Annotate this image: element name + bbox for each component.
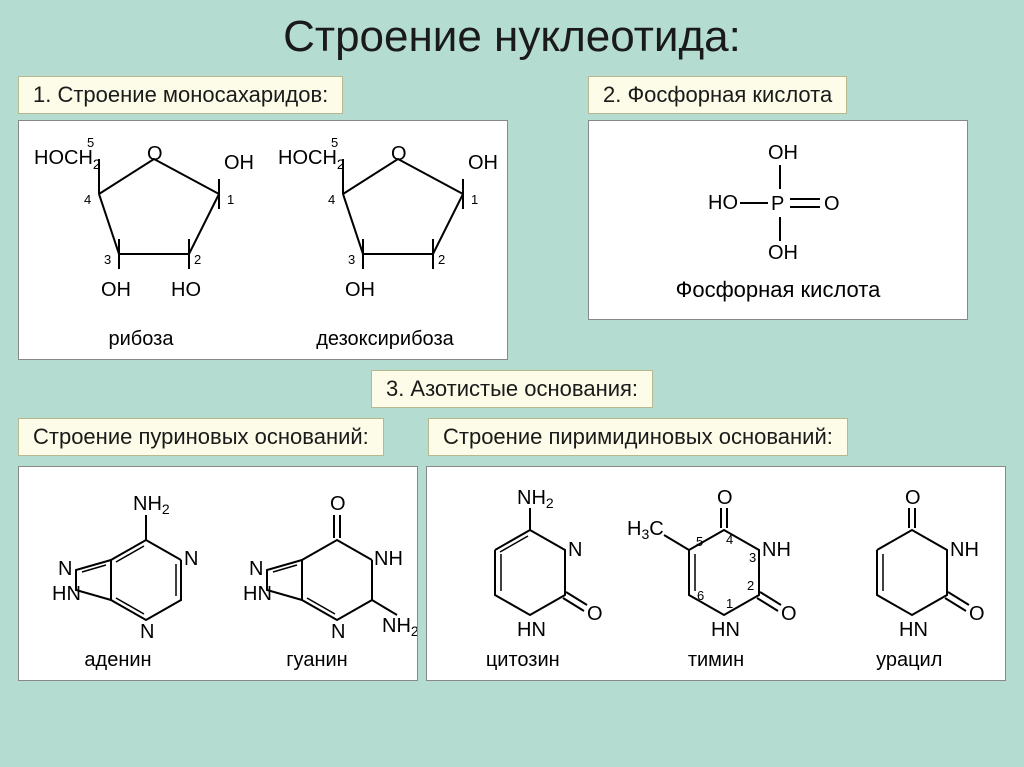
section2-heading: 2. Фосфорная кислота (588, 76, 847, 114)
ribose-name: рибоза (109, 328, 174, 351)
ribose-c5-num: 5 (87, 135, 94, 150)
row-top: 1. Строение моносахаридов: HOCH2 5 O OH … (18, 76, 1006, 360)
svg-text:N: N (140, 621, 154, 643)
svg-text:N: N (331, 621, 345, 643)
svg-text:NH: NH (762, 539, 791, 561)
svg-text:1: 1 (726, 596, 733, 611)
svg-text:NH2: NH2 (133, 493, 170, 517)
section3-heading: 3. Азотистые основания: (371, 370, 653, 408)
svg-text:3: 3 (104, 252, 111, 267)
svg-text:5: 5 (331, 135, 338, 150)
cytosine-name: цитозин (486, 649, 560, 672)
ribose-c1-oh: OH (224, 152, 254, 174)
sugars-panel: HOCH2 5 O OH 1 4 3 2 (18, 120, 508, 360)
svg-text:HN: HN (899, 619, 928, 641)
uracil-molecule: O NH O HN урацил (814, 467, 1006, 680)
svg-text:H3C: H3C (627, 518, 664, 542)
purine-heading: Строение пуриновых оснований: (18, 418, 384, 456)
svg-text:2: 2 (194, 252, 201, 267)
svg-text:NH: NH (374, 548, 403, 570)
svg-text:O: O (391, 143, 407, 165)
svg-text:3: 3 (749, 550, 756, 565)
thymine-molecule: H3C O NH O HN 5 4 3 6 1 2 (619, 467, 814, 680)
svg-text:5: 5 (696, 534, 703, 549)
svg-text:O: O (717, 487, 733, 509)
svg-text:N: N (568, 539, 582, 561)
svg-text:O: O (330, 493, 346, 515)
svg-text:6: 6 (697, 588, 704, 603)
svg-text:2: 2 (747, 578, 754, 593)
phosphoric-panel: OH HO P O OH Фосфорная кислота (588, 120, 968, 320)
svg-text:4: 4 (84, 192, 91, 207)
svg-text:NH2: NH2 (382, 615, 417, 639)
ribose-molecule: HOCH2 5 O OH 1 4 3 2 (19, 121, 263, 359)
thymine-name: тимин (688, 649, 744, 672)
adenine-molecule: NH2 N N N HN аденин (19, 467, 217, 680)
svg-text:OH: OH (468, 152, 498, 174)
svg-text:O: O (587, 603, 603, 625)
ribose-c2-oh: HO (171, 279, 201, 301)
svg-text:NH2: NH2 (517, 487, 554, 511)
cytosine-molecule: NH2 N O HN цитозин (427, 467, 619, 680)
svg-text:HOCH2: HOCH2 (278, 147, 345, 172)
svg-text:HN: HN (711, 619, 740, 641)
ribose-hoch2: HOCH2 (34, 147, 101, 172)
svg-text:1: 1 (471, 192, 478, 207)
purine-panel: NH2 N N N HN аденин O NH (18, 466, 418, 681)
svg-text:1: 1 (227, 192, 234, 207)
ribose-ring-O: O (147, 143, 163, 165)
svg-text:HN: HN (52, 583, 81, 605)
guanine-name: гуанин (286, 649, 347, 672)
deoxyribose-molecule: HOCH2 5 O OH 1 4 3 2 OH дезоксирибоза (263, 121, 507, 359)
svg-text:N: N (58, 558, 72, 580)
pyrimidine-panel: NH2 N O HN цитозин H3C (426, 466, 1006, 681)
phos-o: O (824, 193, 840, 215)
phos-oh-top: OH (768, 142, 798, 164)
svg-text:4: 4 (328, 192, 335, 207)
adenine-name: аденин (84, 649, 151, 672)
ribose-c3-oh: OH (101, 279, 131, 301)
section1-heading: 1. Строение моносахаридов: (18, 76, 343, 114)
svg-text:4: 4 (726, 532, 733, 547)
svg-text:O: O (969, 603, 985, 625)
svg-text:HN: HN (517, 619, 546, 641)
guanine-molecule: O NH NH2 N N HN гуанин (217, 467, 417, 680)
svg-text:OH: OH (345, 279, 375, 301)
page-title: Строение нуклеотида: (18, 12, 1006, 62)
uracil-name: урацил (876, 649, 942, 672)
svg-text:N: N (184, 548, 198, 570)
phos-p: P (771, 193, 784, 215)
svg-text:3: 3 (348, 252, 355, 267)
svg-text:N: N (249, 558, 263, 580)
phosphoric-caption: Фосфорная кислота (676, 277, 881, 303)
svg-text:NH: NH (950, 539, 979, 561)
svg-text:O: O (781, 603, 797, 625)
svg-text:O: O (905, 487, 921, 509)
phos-oh-bottom: OH (768, 242, 798, 264)
svg-text:2: 2 (438, 252, 445, 267)
bases-row: NH2 N N N HN аденин O NH (18, 466, 1006, 681)
svg-text:HN: HN (243, 583, 272, 605)
pyrimidine-heading: Строение пиримидиновых оснований: (428, 418, 848, 456)
deoxyribose-name: дезоксирибоза (316, 328, 454, 351)
phos-ho: HO (708, 192, 738, 214)
